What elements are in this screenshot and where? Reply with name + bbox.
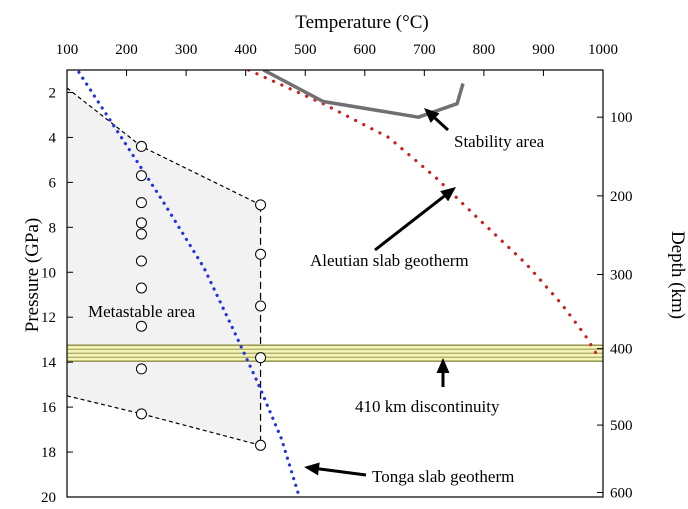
experiment-point-4 bbox=[135, 228, 147, 240]
geotherm-layer bbox=[77, 70, 602, 497]
x-tick-label-2: 300 bbox=[175, 42, 198, 58]
y-tick-label-1: 4 bbox=[49, 130, 57, 146]
plot-layers bbox=[67, 70, 603, 497]
x-tick-label-4: 500 bbox=[294, 42, 317, 58]
experiment-point-10 bbox=[255, 199, 267, 211]
discontinuity-arrow bbox=[436, 358, 450, 387]
experiment-point-9 bbox=[135, 408, 147, 420]
aleutian-arrow-shaft bbox=[374, 195, 446, 252]
x-tick-label-9: 1000 bbox=[588, 42, 618, 58]
stability-arrow bbox=[424, 108, 450, 132]
metastable-region-layer bbox=[67, 87, 262, 446]
depth-tick-label-2: 300 bbox=[610, 268, 633, 284]
y-axis-title: Pressure (GPa) bbox=[22, 218, 43, 333]
metastable-region bbox=[67, 88, 261, 446]
experiment-point-6 bbox=[135, 282, 147, 294]
discontinuity-arrow-head bbox=[436, 358, 450, 373]
x-tick-label-7: 800 bbox=[473, 42, 496, 58]
x-tick-label-0: 100 bbox=[56, 42, 79, 58]
experiment-point-13 bbox=[255, 352, 267, 364]
x-tick-label-5: 600 bbox=[354, 42, 377, 58]
x-tick-label-3: 400 bbox=[234, 42, 257, 58]
stability-area-label: Stability area bbox=[454, 132, 545, 151]
y-tick-label-5: 12 bbox=[41, 310, 56, 326]
tonga-geotherm-line bbox=[77, 70, 301, 497]
y2-axis-title: Depth (km) bbox=[667, 231, 688, 319]
experiment-points-layer bbox=[135, 140, 267, 451]
experiment-point-7 bbox=[135, 320, 147, 332]
axes-frame bbox=[66, 69, 604, 498]
experiment-point-14 bbox=[255, 439, 267, 451]
experiment-point-1 bbox=[135, 170, 147, 182]
experiment-point-12 bbox=[255, 300, 267, 312]
y-tick-label-9: 20 bbox=[41, 490, 56, 506]
y-tick-label-0: 2 bbox=[49, 85, 57, 101]
metastable-area-label: Metastable area bbox=[88, 302, 196, 321]
aleutian-geotherm-label: Aleutian slab geotherm bbox=[310, 251, 469, 270]
tonga-geotherm-label: Tonga slab geotherm bbox=[372, 467, 514, 486]
discontinuity-layer bbox=[67, 344, 603, 362]
experiment-point-5 bbox=[135, 255, 147, 267]
stability-boundary-line bbox=[262, 70, 465, 119]
y-tick-label-8: 18 bbox=[41, 445, 56, 461]
y-ticks: 2 4 6 8 10 12 14 16 18 20 bbox=[41, 85, 73, 506]
aleutian-arrow bbox=[374, 187, 456, 252]
depth-tick-label-5: 600 bbox=[610, 486, 633, 502]
y-tick-label-3: 8 bbox=[49, 220, 57, 236]
y-tick-label-7: 16 bbox=[41, 400, 57, 416]
stability-arrow-head bbox=[424, 108, 440, 123]
depth-tick-label-0: 100 bbox=[610, 110, 633, 126]
x-ticks: 100 200 300 400 500 600 700 800 900 1000 bbox=[56, 42, 618, 76]
depth-tick-label-4: 500 bbox=[610, 418, 633, 434]
tonga-arrow-shaft bbox=[318, 467, 367, 477]
y-tick-label-4: 10 bbox=[41, 265, 56, 281]
x-tick-label-8: 900 bbox=[532, 42, 555, 58]
tonga-arrow-head bbox=[304, 462, 320, 476]
experiment-point-3 bbox=[135, 217, 147, 229]
experiment-point-2 bbox=[135, 197, 147, 209]
experiment-point-8 bbox=[135, 363, 147, 375]
x-tick-label-6: 700 bbox=[413, 42, 436, 58]
experiment-point-11 bbox=[255, 248, 267, 260]
plot-border bbox=[66, 69, 604, 498]
tonga-arrow bbox=[304, 462, 367, 477]
depth-ticks: 100 200 300 400 500 600 bbox=[597, 110, 633, 502]
arrow-layer bbox=[304, 108, 456, 477]
x-axis-title: Temperature (°C) bbox=[295, 12, 428, 33]
x-tick-label-1: 200 bbox=[115, 42, 138, 58]
depth-tick-label-1: 200 bbox=[610, 189, 633, 205]
depth-tick-label-3: 400 bbox=[610, 342, 633, 358]
discontinuity-label: 410 km discontinuity bbox=[355, 397, 500, 416]
stability-arrow-shaft bbox=[434, 117, 450, 132]
y-tick-label-2: 6 bbox=[49, 175, 57, 191]
y-tick-label-6: 14 bbox=[41, 355, 57, 371]
experiment-point-0 bbox=[135, 140, 147, 152]
aleutian-arrow-head bbox=[440, 187, 456, 202]
